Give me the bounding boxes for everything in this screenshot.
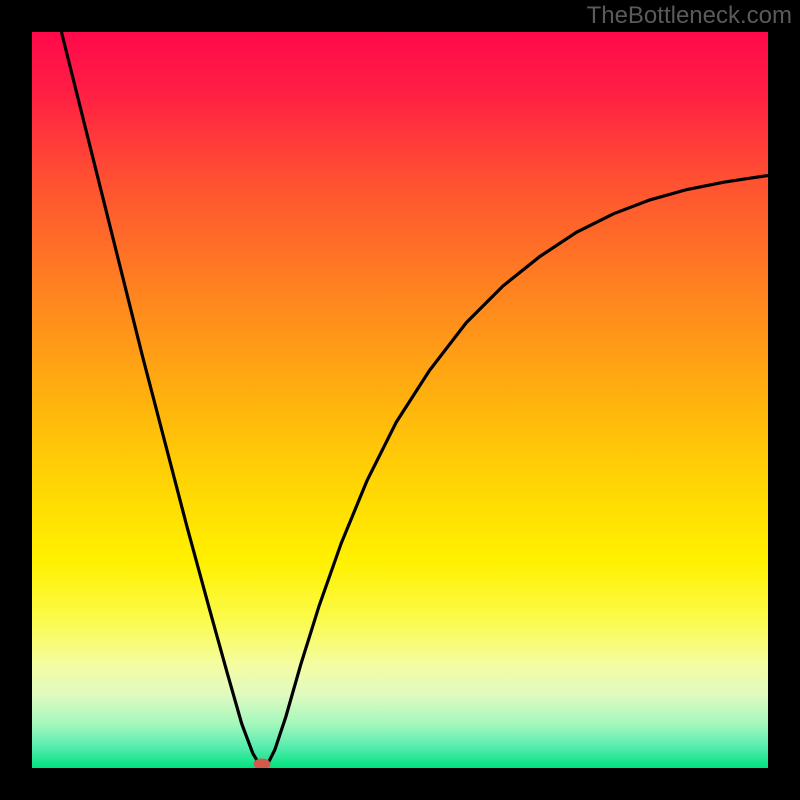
plot-area — [32, 32, 768, 768]
watermark-text: TheBottleneck.com — [587, 0, 800, 30]
figure-container: TheBottleneck.com — [0, 0, 800, 800]
bottleneck-curve — [61, 32, 768, 766]
curve-svg — [32, 32, 768, 768]
minimum-marker — [253, 759, 270, 768]
